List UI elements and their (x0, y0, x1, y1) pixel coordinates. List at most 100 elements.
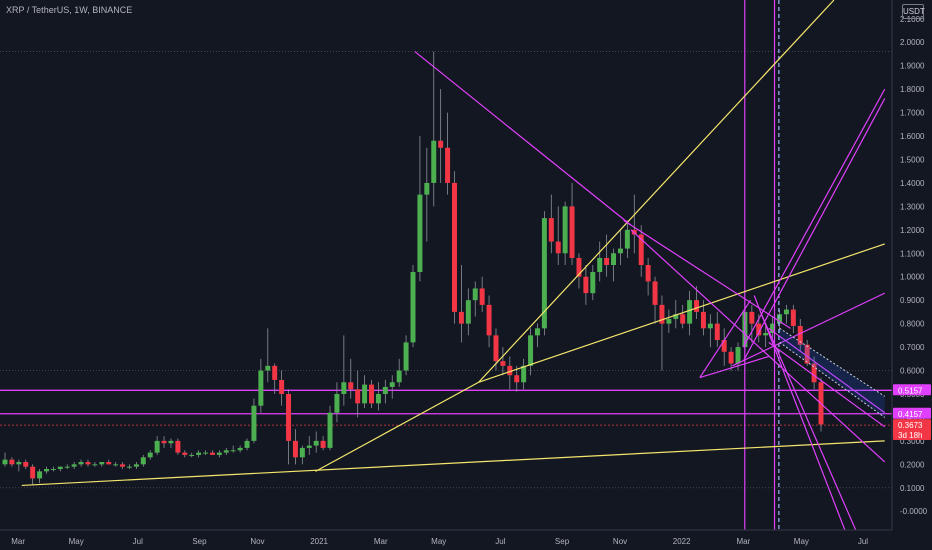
candle-99 (687, 290, 693, 336)
candle-body (389, 382, 395, 387)
candle-63 (438, 89, 444, 183)
candle-35 (244, 438, 250, 451)
price-tick-label: 1.4000 (900, 179, 925, 188)
candle-body (37, 471, 43, 479)
candle-body (479, 288, 485, 305)
time-tick-label: Jul (495, 537, 505, 546)
candle-body (500, 361, 506, 366)
price-tick-label: 2.1000 (900, 15, 925, 24)
candle-60 (417, 136, 423, 282)
candle-89 (617, 229, 623, 265)
candle-30 (209, 450, 215, 455)
price-tick-label: 0.2000 (900, 460, 925, 469)
candle-25 (175, 438, 181, 455)
candle-115 (797, 318, 803, 352)
candle-44 (306, 436, 312, 455)
symbol-title[interactable]: XRP / TetherUS, 1W, BINANCE (6, 5, 133, 15)
candle-body (244, 440, 250, 448)
candle-53 (369, 379, 374, 409)
candle-body (569, 206, 575, 258)
price-tick-label: 2.0000 (900, 38, 925, 47)
price-axis[interactable]: 2.1000 2.0000 1.9000 1.8000 1.7000 1.6000 1.50… (891, 0, 932, 550)
candle-34 (237, 445, 243, 453)
drawing-layer-front[interactable] (21, 0, 886, 531)
candle-body (617, 248, 623, 254)
candle-73 (507, 356, 513, 390)
candle-82 (569, 182, 575, 265)
parallel-channel-fill (779, 328, 885, 418)
candle-14 (99, 461, 105, 467)
candle-42 (292, 429, 298, 465)
candle-body (189, 454, 195, 456)
candle-body (223, 450, 229, 453)
candle-body (700, 311, 706, 329)
trendline-3 (478, 0, 835, 383)
time-tick-label: Jul (858, 537, 868, 546)
candle-body (2, 459, 8, 465)
candle-12 (85, 459, 91, 467)
candle-22 (154, 436, 160, 455)
candle-body (611, 253, 617, 265)
candle-79 (548, 194, 554, 254)
candle-body (196, 452, 202, 455)
candle-body (728, 351, 734, 364)
candle-body (85, 461, 91, 465)
trendline-12 (753, 295, 846, 531)
candle-body (597, 257, 603, 273)
time-tick-label: 2021 (310, 537, 328, 546)
candle-body (92, 464, 98, 466)
price-label-tag (893, 429, 931, 441)
candle-body (362, 384, 368, 404)
price-tick-label: 0.3000 (900, 437, 925, 446)
currency-unit-badge[interactable]: USDT (902, 4, 925, 19)
candle-48 (334, 382, 340, 423)
candle-body (64, 466, 70, 468)
candle-9 (64, 464, 70, 470)
candle-59 (410, 265, 416, 348)
price-axis-background (892, 0, 932, 550)
trendline-7 (699, 355, 769, 379)
candle-19 (133, 461, 139, 470)
trendline-0 (21, 440, 885, 487)
candle-body (147, 452, 153, 458)
time-tick-label: May (794, 537, 809, 546)
candle-37 (258, 358, 264, 413)
candle-40 (279, 370, 285, 406)
candle-105 (728, 347, 734, 371)
candle-16 (113, 461, 119, 467)
candle-body (106, 461, 112, 465)
candle-80 (555, 206, 561, 265)
candle-body (272, 365, 278, 380)
candle-27 (189, 452, 195, 458)
time-tick-label: Nov (250, 537, 264, 546)
candle-body (811, 363, 817, 383)
candle-18 (126, 464, 132, 470)
candle-body (749, 311, 755, 324)
candle-body (652, 281, 658, 305)
price-tick-label: -0.0000 (900, 507, 928, 516)
time-tick-label: Jul (133, 537, 143, 546)
candle-body (168, 440, 174, 444)
candle-body (299, 447, 305, 458)
candle-23 (161, 436, 167, 448)
price-tick-label: 1.3000 (900, 202, 925, 211)
candle-body (680, 314, 686, 324)
candle-body (154, 440, 160, 453)
candle-body (306, 445, 312, 448)
candle-92 (638, 225, 644, 277)
time-tick-label: May (69, 537, 84, 546)
candle-body (673, 314, 679, 319)
candle-68 (472, 281, 478, 317)
candle-body (396, 370, 402, 383)
candle-body (465, 300, 471, 324)
candle-body (30, 466, 36, 479)
candle-88 (611, 248, 617, 282)
candle-body (431, 140, 437, 183)
candle-body (50, 469, 56, 471)
time-axis[interactable]: Mar May Jul Sep Nov 2021 Mar May Jul Sep Nov 2022 Ma… (0, 529, 932, 550)
candle-46 (320, 436, 326, 451)
drawing-layer[interactable] (0, 389, 892, 426)
candle-body (341, 382, 347, 394)
candle-54 (375, 382, 381, 411)
